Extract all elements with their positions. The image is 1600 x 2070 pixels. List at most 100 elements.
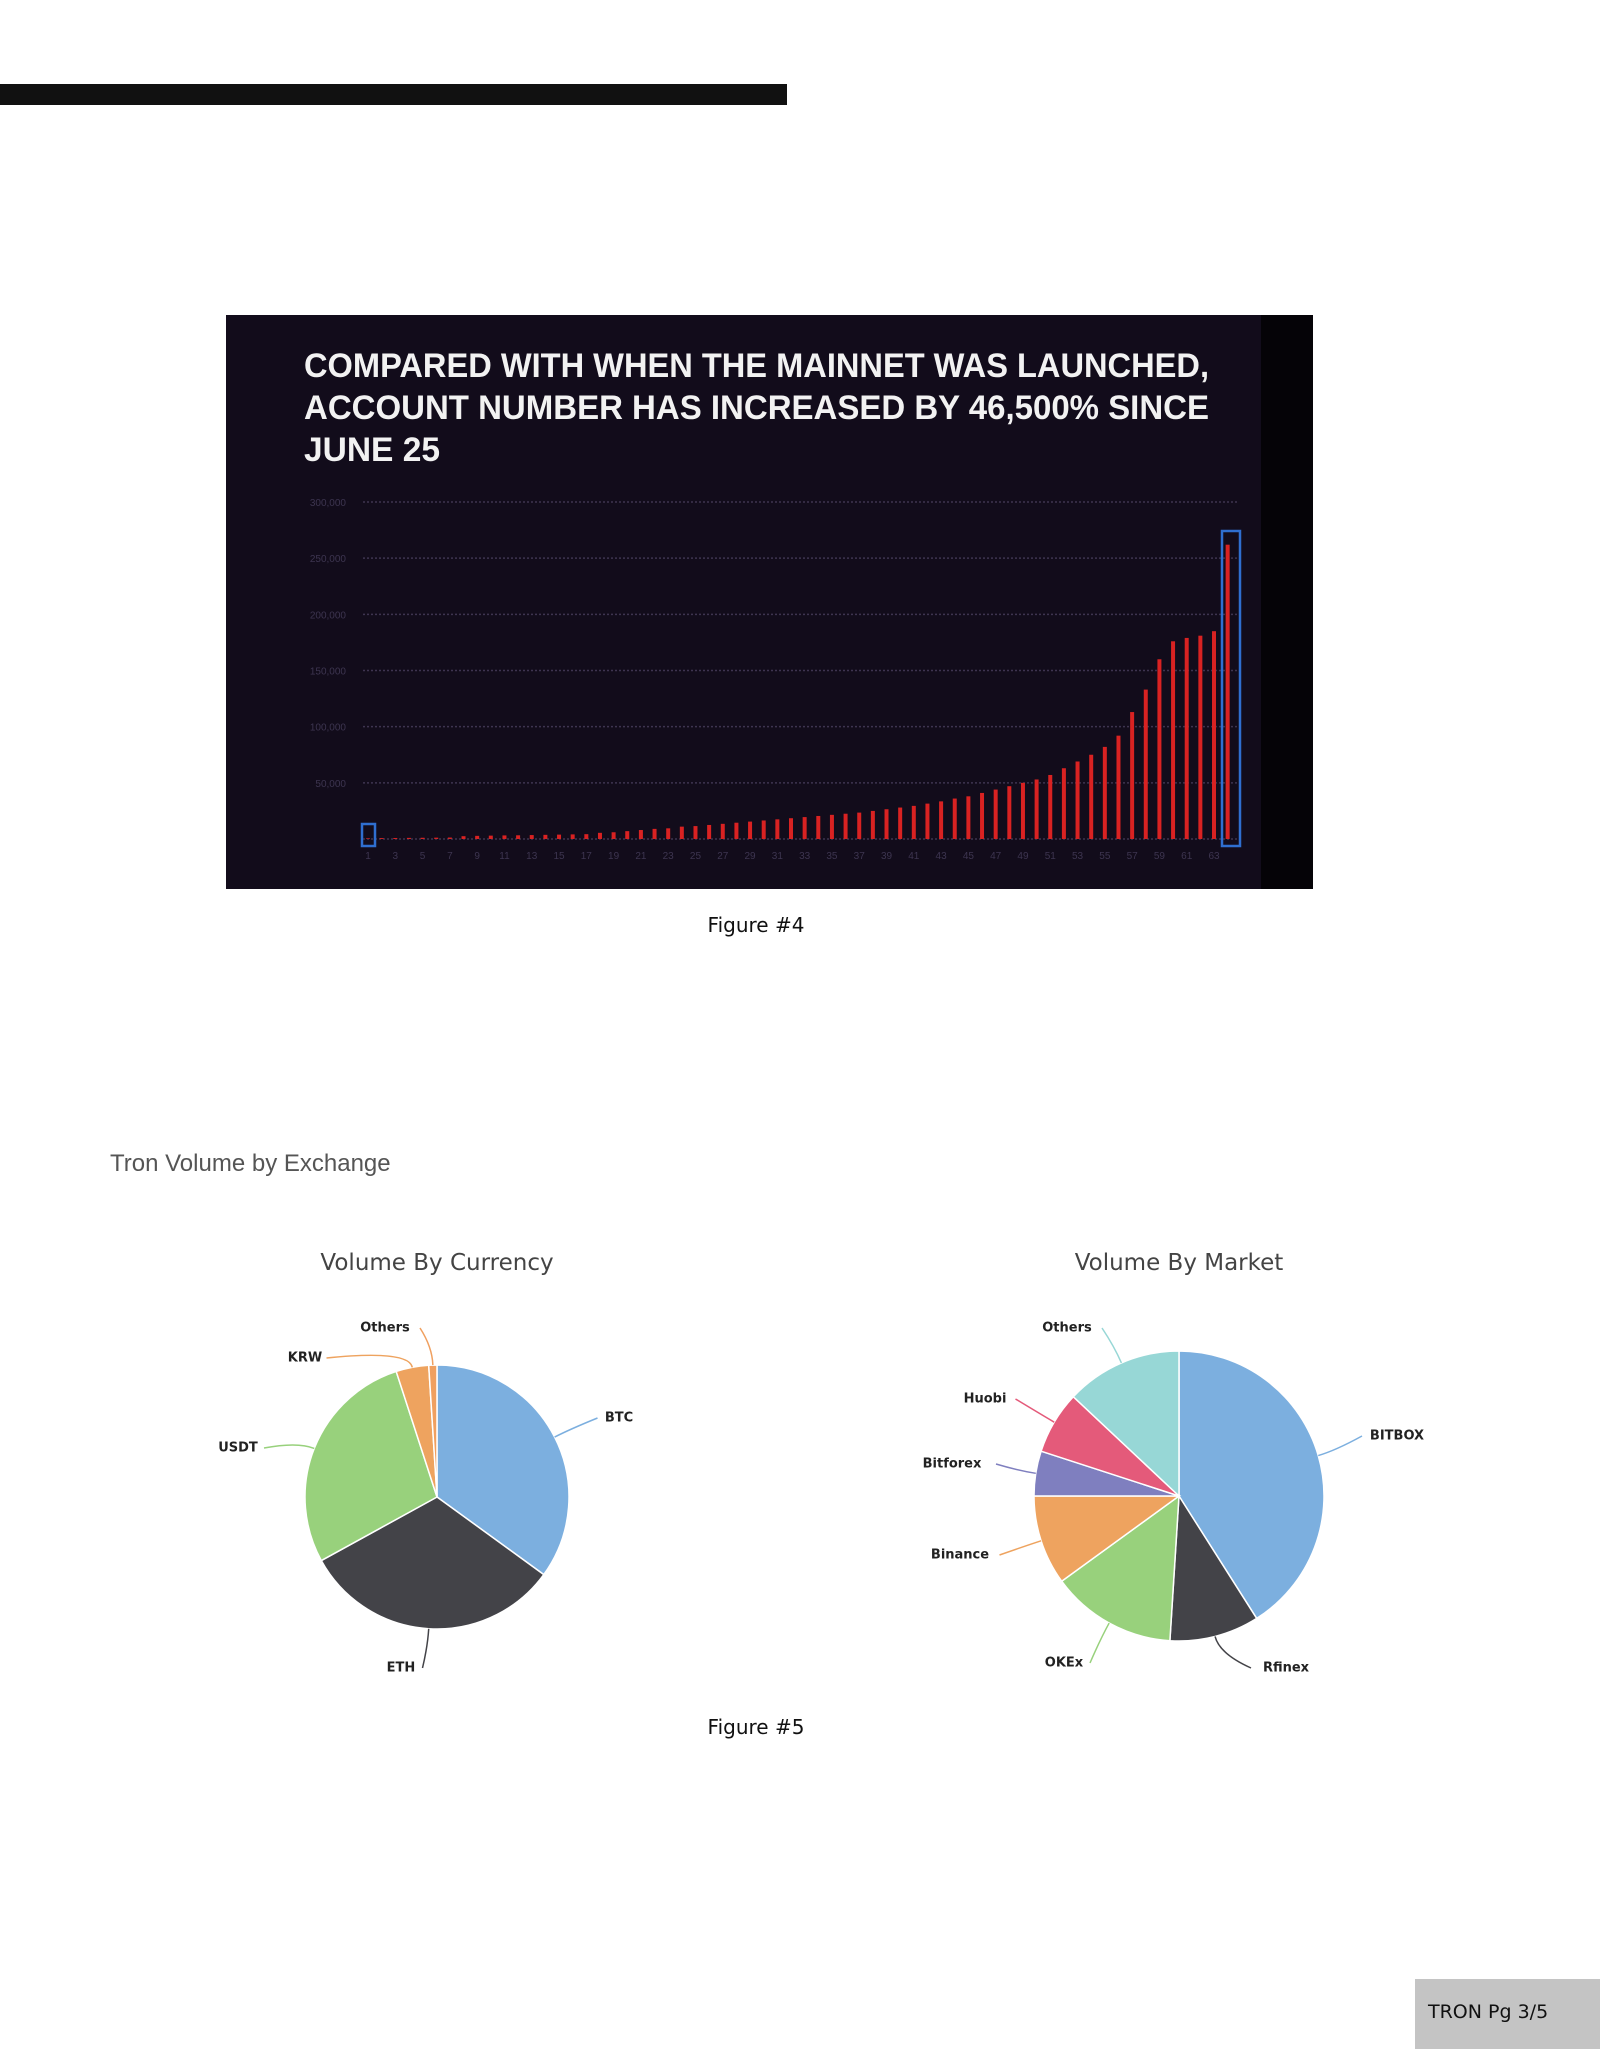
bar [461,836,466,839]
x-tick-label: 35 [826,851,838,862]
x-tick-label: 9 [474,851,480,862]
x-tick-label: 55 [1099,851,1111,862]
bar [884,809,889,839]
leader-line [263,1444,315,1450]
x-tick-label: 13 [526,851,538,862]
bar [1143,689,1148,839]
bar [366,838,370,839]
pie-slice-others [427,1364,438,1498]
pie-label-usdt: USDT [218,1440,258,1456]
bar [434,837,439,839]
x-tick-label: 41 [908,851,920,862]
x-tick-label: 43 [936,851,948,862]
bar [393,837,398,839]
x-tick-label: 47 [990,851,1002,862]
bar [1116,735,1121,839]
section-title: Tron Volume by Exchange [110,1150,391,1177]
bar [1225,544,1230,839]
bar [652,828,657,839]
chart-title-line-2: ACCOUNT NUMBER HAS INCREASED BY 46,500% … [304,389,1209,427]
bar [1048,774,1053,839]
market-pie-title: Volume By Market [1074,1250,1284,1276]
bar [502,835,507,839]
bar [597,832,602,839]
bar [1089,754,1094,839]
x-tick-label: 37 [854,851,866,862]
bar [420,837,425,839]
x-tick-label: 17 [581,851,593,862]
figure-5-caption: Figure #5 [707,1715,805,1739]
highlight-box-last [1220,529,1242,848]
bar [557,834,562,839]
pie-label-others: Others [1042,1320,1092,1336]
y-tick-label: 300,000 [310,498,347,509]
pie-slice-btc [436,1364,570,1576]
chart-title-line-1: COMPARED WITH WHEN THE MAINNET WAS LAUNC… [304,347,1209,385]
bar [748,821,753,839]
figure-4-caption: Figure #4 [707,913,805,937]
pie-label-btc: BTC [604,1410,634,1426]
bar [666,828,671,839]
bar [707,824,712,839]
bar [775,819,780,839]
x-tick-label: 21 [635,851,647,862]
leader-line [995,1463,1036,1475]
pie-label-eth: ETH [386,1660,416,1676]
chart-title-line-3: JUNE 25 [304,431,440,469]
highlight-box-first [360,822,377,848]
bar [1034,779,1039,839]
bar [406,837,411,839]
x-tick-label: 15 [553,851,565,862]
bar [516,835,521,839]
x-tick-label: 5 [420,851,426,862]
x-tick-label: 23 [663,851,675,862]
leader-line [419,1327,434,1366]
bar [980,792,985,839]
pie-slice-rfinex [1169,1493,1258,1642]
bar [1007,786,1012,839]
bar [870,810,875,839]
bar [911,805,916,839]
x-tick-label: 11 [499,851,510,862]
leader-line [1101,1327,1123,1364]
y-tick-label: 100,000 [310,723,347,734]
bar [802,817,807,839]
leader-line [421,1628,430,1669]
x-tick-label: 27 [717,851,729,862]
pie-slice-huobi [1040,1395,1180,1497]
leader-line [1015,1398,1055,1423]
bar [611,832,616,839]
bar [720,823,725,839]
y-tick-label: 200,000 [310,610,347,621]
pie-label-bitforex: Bitforex [922,1456,982,1472]
y-tick-label: 150,000 [310,667,347,678]
account-growth-chart: COMPARED WITH WHEN THE MAINNET WAS LAUNC… [226,315,1313,889]
bar [816,815,821,839]
bar [584,834,589,839]
y-tick-label: 50,000 [315,779,346,790]
bar [379,838,384,839]
pie-label-krw: KRW [287,1350,323,1366]
x-tick-label: 45 [963,851,975,862]
pie-label-binance: Binance [930,1547,990,1563]
x-tick-label: 33 [799,851,811,862]
x-tick-label: 63 [1208,851,1220,862]
bar [761,820,766,839]
bar [488,835,493,839]
pie-label-huobi: Huobi [963,1391,1007,1407]
bar [693,826,698,839]
x-tick-label: 25 [690,851,702,862]
header-bar [0,84,787,105]
pie-label-others: Others [360,1320,410,1336]
page-number-label: TRON Pg 3/5 [1428,2001,1549,2023]
bar [829,814,834,839]
leader-line [1089,1622,1110,1664]
bar [625,831,630,839]
chart-edge [1261,315,1313,889]
x-tick-label: 19 [608,851,620,862]
bar [1184,637,1189,839]
bar [570,834,575,839]
bar [1157,659,1162,839]
bar [1130,712,1135,839]
x-tick-label: 57 [1127,851,1139,862]
